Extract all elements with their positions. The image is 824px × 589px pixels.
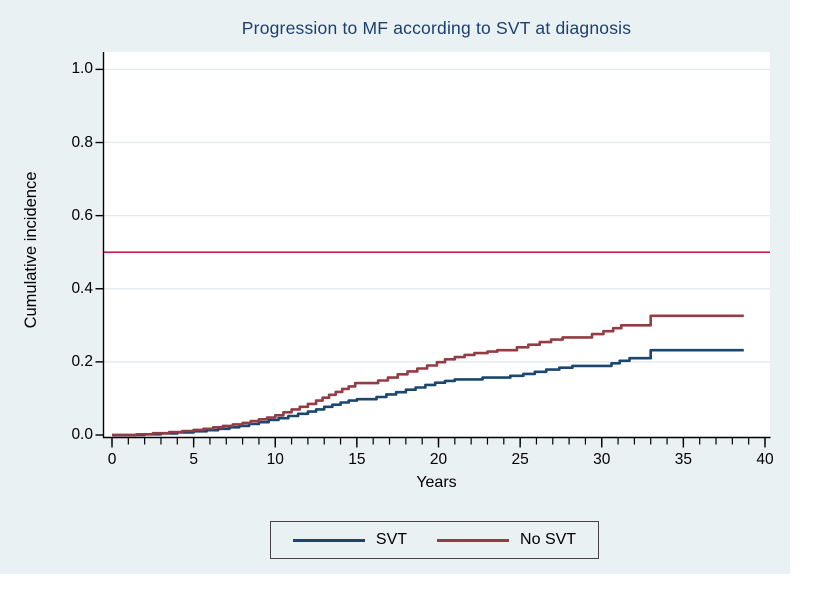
x-tick-label: 15 [348, 451, 366, 468]
chart-title: Progression to MF according to SVT at di… [241, 18, 632, 38]
y-tick-label: 0.6 [71, 206, 93, 224]
x-tick-label: 0 [107, 451, 117, 468]
legend-label: No SVT [520, 531, 577, 548]
x-tick-label: 35 [674, 451, 692, 468]
x-axis-title: Years [416, 474, 457, 491]
legend-label: SVT [375, 531, 408, 548]
series-line-svt [112, 348, 744, 437]
y-tick-label: 0.4 [71, 279, 93, 297]
legend-line-swatch [292, 538, 365, 542]
x-tick-label: 30 [593, 451, 611, 468]
legend-item-svt: SVT [292, 531, 408, 549]
legend-item-no-svt: No SVT [437, 531, 576, 549]
x-tick-label: 25 [511, 451, 529, 468]
x-axis-tick-labels: 0 5 10 15 20 25 30 35 40 [0, 451, 790, 471]
legend: SVT No SVT [270, 521, 599, 559]
x-tick-label: 20 [429, 451, 448, 468]
x-tick-label: 40 [756, 451, 774, 468]
y-tick-label: 0.8 [71, 133, 93, 151]
series-line-no-svt [112, 314, 744, 437]
y-tick-label: 1.0 [71, 60, 93, 78]
y-tick-label: 0.2 [71, 352, 93, 370]
y-tick-label: 0.0 [71, 426, 93, 443]
legend-items: SVT No SVT [292, 531, 576, 549]
legend-line-swatch [437, 538, 510, 542]
x-tick-label: 5 [189, 451, 198, 468]
y-axis-tick-labels: 0.0 0.2 0.4 0.6 0.8 1.0 [0, 0, 95, 574]
plot-background [103, 52, 770, 438]
x-tick-label: 10 [266, 451, 284, 468]
